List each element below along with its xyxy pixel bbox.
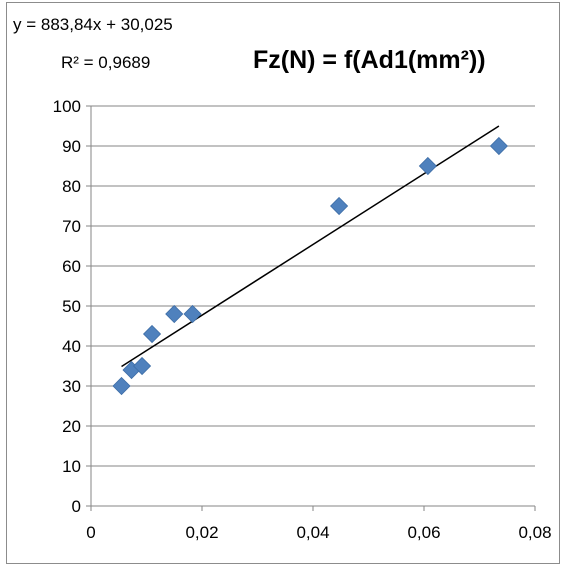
axes [86, 105, 536, 511]
x-tick-label: 0,08 [518, 523, 551, 542]
y-axis-tick-labels: 0 10 20 30 40 50 60 70 80 90 100 [53, 97, 81, 516]
y-tick-label: 80 [62, 177, 81, 196]
trendline-layer [121, 125, 500, 368]
y-tick-label: 100 [53, 97, 81, 116]
y-tick-label: 20 [62, 417, 81, 436]
trendline-r-squared: R² = 0,9689 [61, 53, 150, 72]
data-point-0-5 [183, 304, 202, 324]
y-tick-label: 0 [72, 497, 81, 516]
y-tick-label: 60 [62, 257, 81, 276]
y-tick-label: 90 [62, 137, 81, 156]
x-tick-label: 0 [86, 523, 95, 542]
y-tick-label: 50 [62, 297, 81, 316]
data-points [112, 136, 508, 396]
chart-title: Fz(N) = f(Ad1(mm²)) [253, 46, 486, 74]
scatter-chart: 0 10 20 30 40 50 60 70 80 90 100 0 0,02 0,04 0,06 0,08… [13, 15, 552, 542]
y-tick-label: 70 [62, 217, 81, 236]
data-point-0-4 [165, 304, 184, 324]
y-tick-label: 40 [62, 337, 81, 356]
data-point-0-0 [112, 376, 131, 396]
data-point-0-8 [489, 136, 508, 156]
y-tick-label: 10 [62, 457, 81, 476]
data-point-0-6 [330, 196, 349, 216]
gridlines [91, 105, 535, 467]
x-tick-label: 0,04 [296, 523, 329, 542]
data-point-0-7 [418, 156, 437, 176]
data-point-0-3 [142, 324, 162, 344]
trendline [121, 125, 500, 368]
chart-area: 0 10 20 30 40 50 60 70 80 90 100 0 0,02 0,04 0,06 0,08… [6, 2, 560, 564]
data-point-0-2 [132, 356, 152, 376]
x-tick-label: 0,06 [407, 523, 440, 542]
x-tick-label: 0,02 [185, 523, 218, 542]
trendline-equation: y = 883,84x + 30,025 [13, 15, 173, 34]
x-axis-tick-labels: 0 0,02 0,04 0,06 0,08 [86, 523, 551, 542]
y-tick-label: 30 [62, 377, 81, 396]
